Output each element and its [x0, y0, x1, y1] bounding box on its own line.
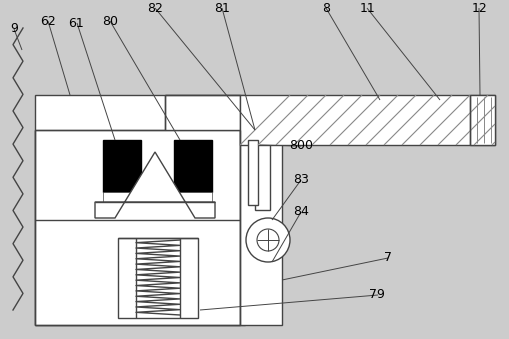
Text: 12: 12	[471, 2, 486, 15]
Bar	[35, 130, 240, 325]
Bar	[247, 140, 258, 205]
Bar	[103, 140, 140, 192]
Bar	[240, 95, 494, 145]
Bar	[35, 95, 244, 325]
Text: 8: 8	[322, 2, 330, 15]
Text: 83: 83	[292, 173, 308, 186]
Text: 82: 82	[147, 2, 163, 15]
Bar	[165, 95, 240, 130]
Text: 84: 84	[292, 205, 308, 218]
Circle shape	[257, 229, 278, 251]
Bar	[469, 95, 494, 145]
Text: 7: 7	[383, 251, 391, 264]
Bar	[103, 192, 140, 202]
Bar	[174, 140, 212, 192]
Bar	[174, 192, 212, 202]
Bar	[254, 130, 269, 210]
Circle shape	[245, 218, 290, 262]
Bar	[240, 130, 281, 325]
Text: 81: 81	[213, 2, 230, 15]
Text: 61: 61	[69, 17, 84, 29]
Text: 9: 9	[10, 22, 18, 35]
Text: 800: 800	[288, 139, 313, 152]
Text: 80: 80	[101, 15, 118, 27]
Text: 79: 79	[369, 288, 385, 301]
Text: 62: 62	[41, 15, 56, 27]
Bar	[118, 238, 197, 318]
Polygon shape	[95, 152, 215, 218]
Text: 11: 11	[359, 2, 374, 15]
